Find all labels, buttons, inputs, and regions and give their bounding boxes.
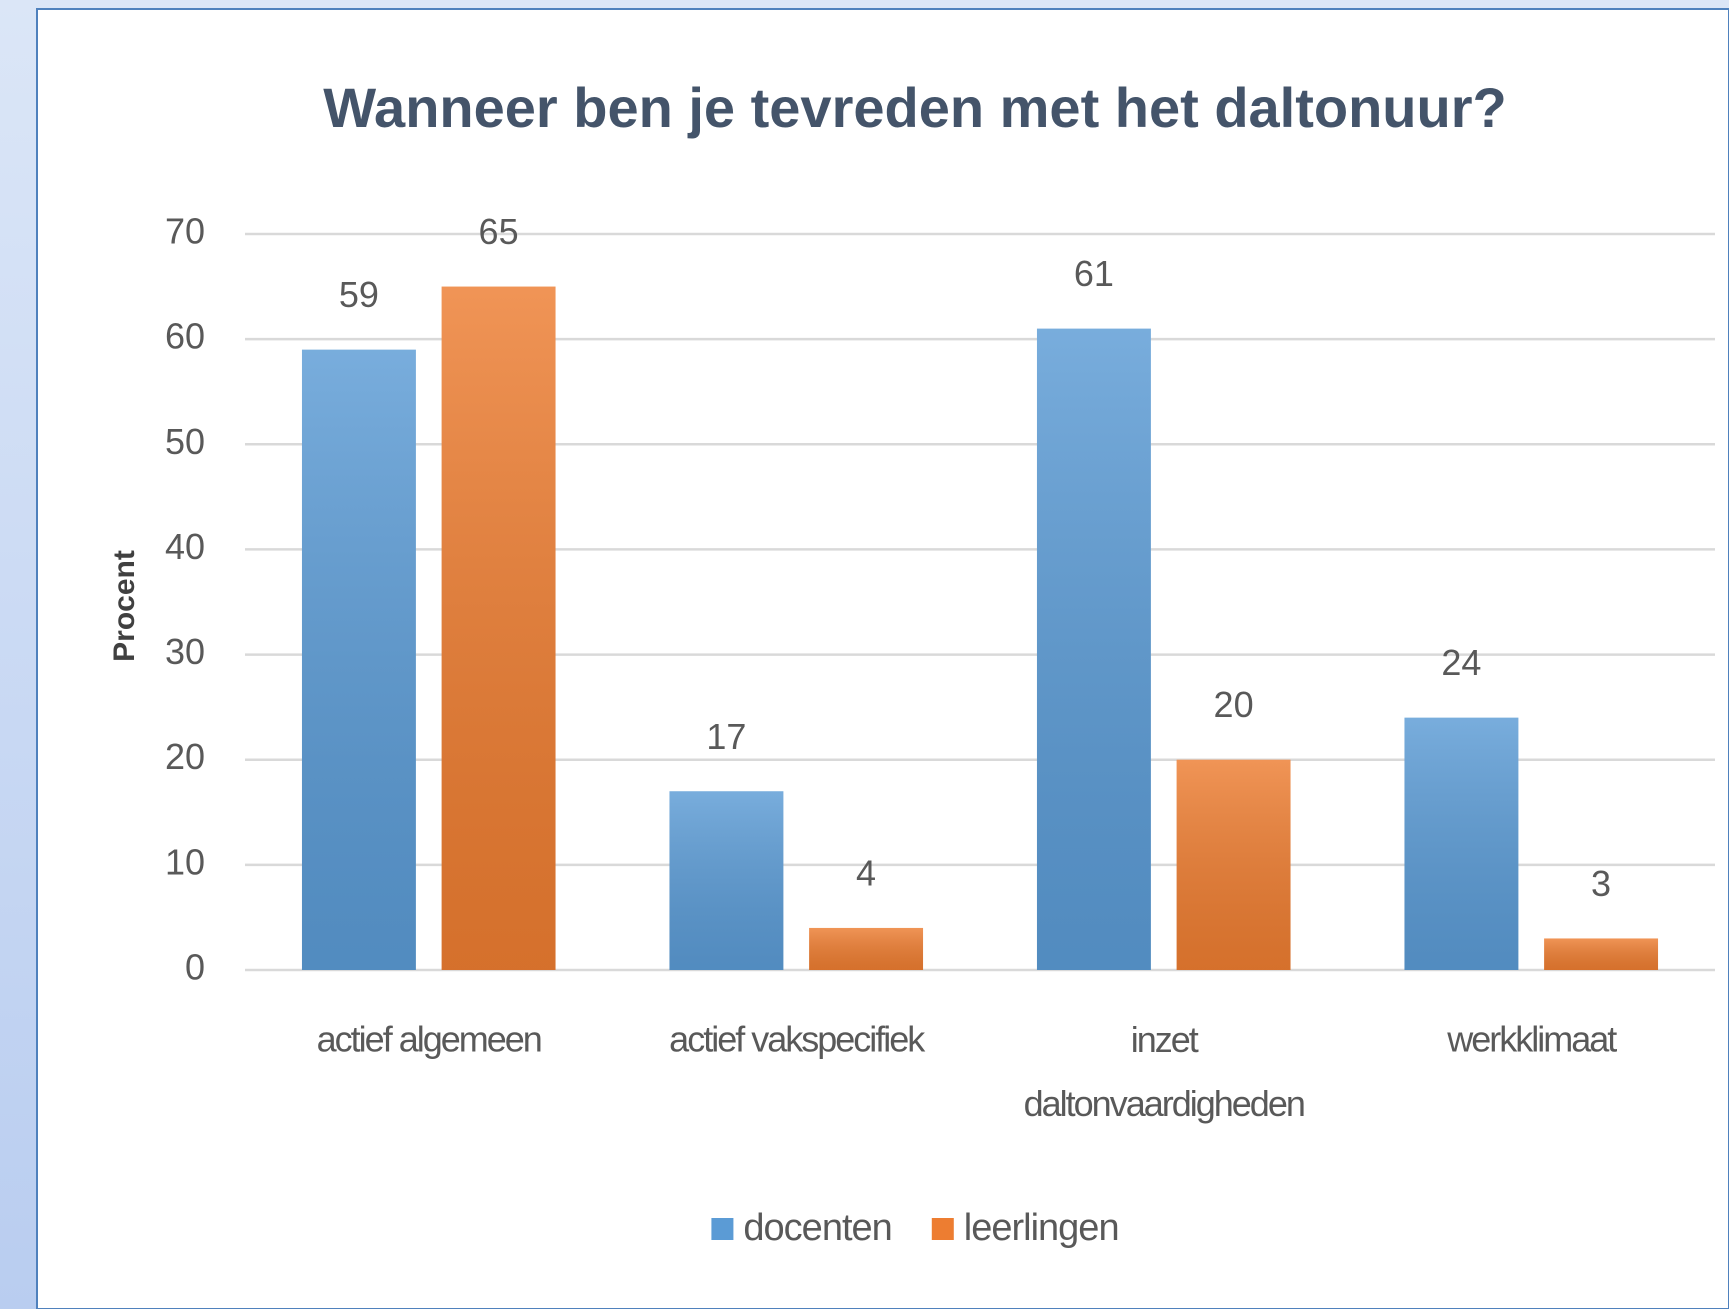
bar <box>1544 938 1659 970</box>
data-label: 59 <box>339 274 379 315</box>
data-label: 20 <box>1214 684 1254 725</box>
data-label: 4 <box>856 852 876 893</box>
x-tick-label: werkklimaat <box>1446 1019 1617 1060</box>
bar <box>669 791 784 970</box>
bar <box>301 349 416 971</box>
data-label: 3 <box>1591 863 1611 904</box>
legend-swatch <box>931 1218 954 1240</box>
y-tick-label: 20 <box>165 736 205 777</box>
data-label: 24 <box>1441 642 1481 683</box>
y-tick-label: 10 <box>165 841 205 882</box>
chart-title: Wanneer ben je tevreden met het daltonuu… <box>323 76 1506 139</box>
bar <box>1176 759 1291 970</box>
y-tick-label: 60 <box>165 316 205 357</box>
bar <box>1036 328 1151 971</box>
legend-label: docenten <box>743 1207 891 1249</box>
y-tick-label: 30 <box>165 631 205 672</box>
bar <box>1404 717 1519 970</box>
y-tick-label: 0 <box>185 947 205 988</box>
bar <box>809 927 924 970</box>
data-label: 17 <box>706 716 746 757</box>
y-tick-label: 50 <box>165 421 205 462</box>
legend: docenten leerlingen <box>711 1207 1120 1249</box>
legend-label: leerlingen <box>964 1207 1119 1249</box>
bar <box>441 286 556 971</box>
x-tick-label: actief algemeen <box>317 1019 541 1060</box>
data-label: 61 <box>1074 253 1114 294</box>
y-tick-label: 70 <box>165 211 205 252</box>
data-label: 65 <box>479 211 519 252</box>
y-tick-label: 40 <box>165 526 205 567</box>
x-tick-label: inzet daltonvaardigheden <box>1024 1019 1304 1124</box>
y-axis-label: Procent <box>108 550 141 662</box>
x-tick-label: actief vakspecifiek <box>669 1019 926 1060</box>
legend-swatch <box>711 1218 734 1240</box>
